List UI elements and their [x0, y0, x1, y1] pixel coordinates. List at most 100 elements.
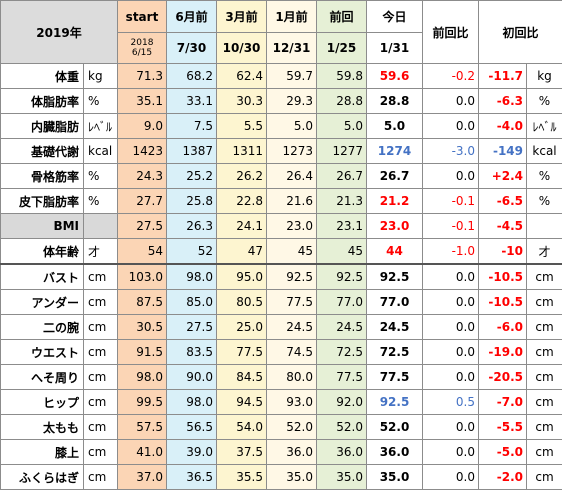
today-value: 1274 — [366, 138, 423, 164]
table-row: 体脂肪率% 35.1 33.1 30.3 29.3 28.8 28.8 0.0 -6.3% — [0, 88, 562, 114]
table-row: BMI 27.5 26.3 24.1 23.0 23.1 23.0 -0.1 -4.5 — [0, 213, 562, 239]
six-months-value: 25.8 — [166, 188, 217, 214]
diff-first-header: 初回比 — [477, 0, 562, 64]
row-label: 体年齢 — [0, 238, 84, 265]
header-row: 2019年 start 6月前 3月前 1月前 前回 今日 前回比 初回比 — [0, 0, 562, 64]
three-months-header: 3月前 — [216, 0, 267, 33]
six-months-value: 25.2 — [166, 163, 217, 189]
three-months-value: 5.5 — [216, 113, 267, 139]
diff-first-unit: cm — [525, 289, 562, 315]
row-unit: cm — [83, 414, 118, 440]
date-6m: 7/30 — [166, 32, 217, 64]
row-unit: ﾚﾍﾞﾙ — [83, 113, 118, 139]
three-months-value: 47 — [216, 238, 267, 265]
six-months-value: 68.2 — [166, 63, 217, 89]
row-unit: 才 — [83, 238, 118, 265]
table-row: 内臓脂肪 ﾚﾍﾞﾙ 9.0 7.5 5.5 5.0 5.0 5.0 0.0 -4.0 ﾚﾍﾞﾙ — [0, 113, 562, 139]
diff-previous-value: -1.0 — [422, 238, 479, 265]
date-1m: 12/31 — [266, 32, 317, 64]
row-label: 皮下脂肪率 — [0, 188, 84, 214]
diff-first-value: -2.0 — [478, 464, 527, 490]
start-value: 27.5 — [117, 213, 167, 239]
start-value: 24.3 — [117, 163, 167, 189]
start-value: 37.0 — [117, 464, 167, 490]
diff-previous-value: 0.0 — [422, 339, 479, 365]
six-months-value: 85.0 — [166, 289, 217, 315]
diff-previous-value: -0.2 — [422, 63, 479, 89]
one-month-value: 92.5 — [266, 263, 317, 290]
row-unit: kg — [83, 63, 118, 89]
three-months-value: 24.1 — [216, 213, 267, 239]
row-unit: cm — [83, 439, 118, 465]
previous-value: 72.5 — [316, 339, 367, 365]
previous-value: 45 — [316, 238, 367, 265]
diff-previous-value: 0.0 — [422, 364, 479, 390]
row-unit: kcal — [83, 138, 118, 164]
row-unit: cm — [83, 314, 118, 340]
row-label: アンダー — [0, 289, 84, 315]
row-unit: cm — [83, 263, 118, 290]
one-month-header: 1月前 — [266, 0, 317, 33]
row-label: 膝上 — [0, 439, 84, 465]
today-value: 35.0 — [366, 464, 423, 490]
diff-previous-value: 0.0 — [422, 263, 479, 290]
row-label: 体脂肪率 — [0, 88, 84, 114]
today-value: 77.0 — [366, 289, 423, 315]
three-months-value: 77.5 — [216, 339, 267, 365]
table-row: 体重 kg 71.3 68.2 62.4 59.7 59.8 59.6 -0.2 -11.7 kg — [0, 63, 562, 89]
table-row: ヒップ cm 99.5 98.0 94.5 93.0 92.0 92.5 0.5 -7.0 cm — [0, 389, 562, 415]
one-month-value: 74.5 — [266, 339, 317, 365]
one-month-value: 93.0 — [266, 389, 317, 415]
three-months-value: 80.5 — [216, 289, 267, 315]
start-value: 87.5 — [117, 289, 167, 315]
row-unit: cm — [83, 289, 118, 315]
today-value: 24.5 — [366, 314, 423, 340]
diff-first-unit: cm — [525, 439, 562, 465]
six-months-header: 6月前 — [166, 0, 217, 33]
diff-first-value: -10.5 — [478, 289, 527, 315]
diff-previous-value: 0.0 — [422, 464, 479, 490]
one-month-value: 52.0 — [266, 414, 317, 440]
three-months-value: 35.5 — [216, 464, 267, 490]
diff-previous-value: 0.0 — [422, 88, 479, 114]
today-value: 44 — [366, 238, 423, 265]
diff-first-unit: ﾚﾍﾞﾙ — [525, 113, 562, 139]
diff-first-unit: cm — [525, 364, 562, 390]
row-unit: cm — [83, 364, 118, 390]
three-months-value: 54.0 — [216, 414, 267, 440]
diff-first-value: -4.5 — [478, 213, 527, 239]
diff-first-value: +2.4 — [478, 163, 527, 189]
table-row: 皮下脂肪率% 27.7 25.8 22.8 21.6 21.3 21.2 -0.1 -6.5% — [0, 188, 562, 214]
diff-previous-value: 0.5 — [422, 389, 479, 415]
diff-first-unit: 才 — [525, 238, 562, 265]
table-row: 骨格筋率% 24.3 25.2 26.2 26.4 26.7 26.7 0.0 +2.4% — [0, 163, 562, 189]
diff-first-value: -7.0 — [478, 389, 527, 415]
year-header: 2019年 — [0, 0, 118, 64]
diff-first-unit: % — [525, 163, 562, 189]
today-value: 72.5 — [366, 339, 423, 365]
today-value: 21.2 — [366, 188, 423, 214]
previous-value: 23.1 — [316, 213, 367, 239]
today-value: 5.0 — [366, 113, 423, 139]
previous-value: 59.8 — [316, 63, 367, 89]
six-months-value: 90.0 — [166, 364, 217, 390]
row-label: 基礎代謝 — [0, 138, 84, 164]
row-unit: cm — [83, 389, 118, 415]
date-prev: 1/25 — [316, 32, 367, 64]
diff-first-unit: % — [525, 88, 562, 114]
diff-first-value: -10 — [478, 238, 527, 265]
row-label: へそ周り — [0, 364, 84, 390]
diff-first-value: -4.0 — [478, 113, 527, 139]
today-value: 52.0 — [366, 414, 423, 440]
row-unit — [83, 213, 118, 239]
start-value: 30.5 — [117, 314, 167, 340]
start-value: 35.1 — [117, 88, 167, 114]
row-unit: cm — [83, 464, 118, 490]
start-value: 1423 — [117, 138, 167, 164]
one-month-value: 36.0 — [266, 439, 317, 465]
previous-value: 36.0 — [316, 439, 367, 465]
six-months-value: 98.0 — [166, 389, 217, 415]
diff-first-value: -149 — [478, 138, 527, 164]
row-label: BMI — [0, 213, 84, 239]
three-months-value: 62.4 — [216, 63, 267, 89]
